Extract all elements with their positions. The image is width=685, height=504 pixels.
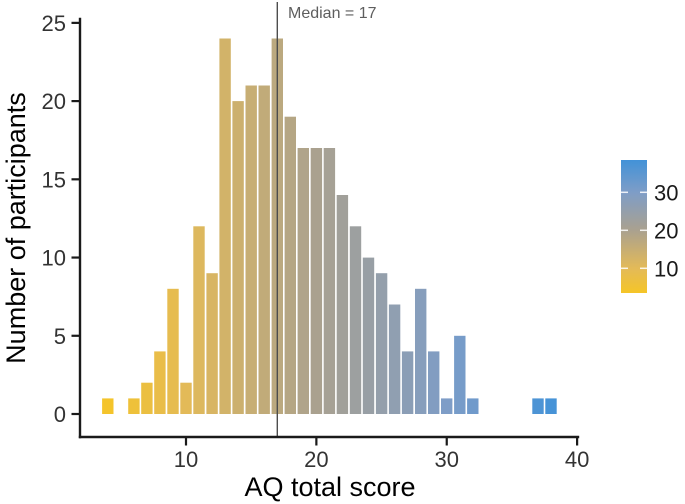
- histogram-bar-10: [180, 382, 192, 414]
- histogram-bar-9: [167, 288, 179, 414]
- histogram-bar-4: [102, 398, 114, 414]
- histogram-bar-38: [545, 398, 557, 414]
- histogram-bar-20: [310, 148, 323, 414]
- histogram-bar-15: [245, 85, 257, 414]
- histogram-bar-18: [284, 116, 296, 414]
- histogram-bar-31: [454, 335, 466, 414]
- histogram-bar-26: [388, 304, 401, 414]
- histogram-bar-27: [401, 351, 414, 414]
- histogram-bars: [102, 38, 557, 414]
- legend-tick-label-30: 30: [654, 180, 678, 205]
- histogram-bar-6: [128, 398, 140, 414]
- histogram-bar-11: [193, 226, 205, 414]
- histogram-bar-16: [258, 85, 270, 414]
- histogram-bar-19: [297, 148, 309, 414]
- x-tick-label-30: 30: [434, 447, 458, 472]
- histogram-bar-8: [154, 351, 166, 414]
- histogram-bar-13: [219, 38, 231, 414]
- histogram-bar-37: [532, 398, 544, 414]
- histogram-bar-30: [441, 398, 453, 414]
- x-tick-label-10: 10: [174, 447, 198, 472]
- x-tick-label-20: 20: [304, 447, 328, 472]
- histogram-bar-12: [206, 273, 218, 414]
- y-axis-title: Number of participants: [1, 92, 31, 364]
- histogram-bar-32: [467, 398, 479, 414]
- histogram-bar-29: [428, 351, 440, 414]
- y-tick-label-10: 10: [42, 246, 66, 271]
- histogram-bar-22: [336, 195, 349, 414]
- y-tick-label-15: 15: [42, 167, 66, 192]
- histogram-bar-14: [232, 101, 244, 414]
- x-tick-label-40: 40: [565, 447, 589, 472]
- histogram-bar-23: [349, 226, 362, 414]
- y-tick-label-0: 0: [54, 402, 66, 427]
- y-tick-label-25: 25: [42, 11, 66, 36]
- y-tick-label-5: 5: [54, 324, 66, 349]
- legend-tick-label-20: 20: [654, 218, 678, 243]
- histogram-bar-24: [362, 257, 375, 414]
- histogram-bar-21: [323, 148, 336, 414]
- y-tick-label-20: 20: [42, 89, 66, 114]
- median-annotation: Median = 17: [288, 5, 377, 22]
- x-axis-title: AQ total score: [244, 472, 416, 502]
- histogram-bar-25: [375, 273, 388, 414]
- legend-tick-label-10: 10: [654, 256, 678, 281]
- legend-gradient-bar: [621, 160, 647, 293]
- histogram-bar-28: [415, 288, 427, 414]
- histogram-bar-7: [141, 382, 153, 414]
